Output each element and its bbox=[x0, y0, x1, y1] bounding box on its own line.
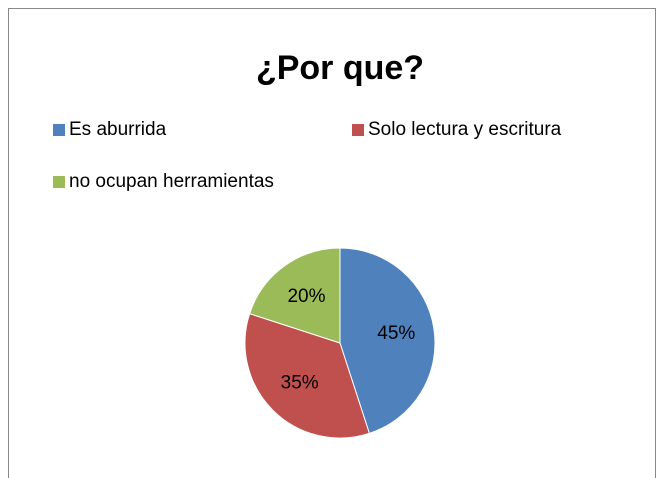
data-label: 35% bbox=[281, 372, 319, 393]
chart-border bbox=[8, 8, 656, 478]
legend-swatch bbox=[53, 124, 65, 136]
chart-title: ¿Por que? bbox=[256, 49, 424, 87]
data-label: 20% bbox=[287, 286, 325, 307]
legend-swatch bbox=[352, 124, 364, 136]
pie-slice bbox=[249, 247, 341, 344]
pie-slice bbox=[244, 313, 370, 439]
legend-swatch bbox=[53, 176, 65, 188]
legend-label: no ocupan herramientas bbox=[69, 171, 274, 192]
legend-label: Es aburrida bbox=[69, 119, 167, 140]
pie-slice bbox=[339, 247, 436, 434]
legend-label: Solo lectura y escritura bbox=[368, 119, 562, 140]
data-label: 45% bbox=[377, 323, 415, 344]
